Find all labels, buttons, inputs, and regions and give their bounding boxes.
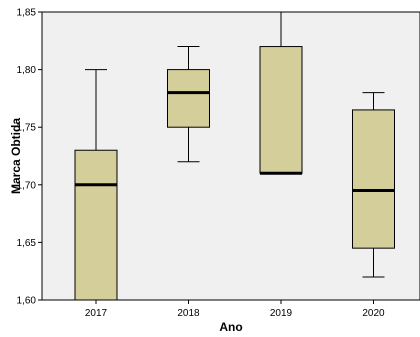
box-iqr (352, 109, 395, 249)
y-axis-title: Marca Obtida (9, 118, 23, 194)
y-tick-label: 1,75 (17, 123, 37, 134)
box-iqr (167, 69, 210, 128)
y-tick-label: 1,65 (17, 238, 37, 249)
boxes-group (74, 11, 395, 301)
box-iqr (259, 46, 303, 174)
box-iqr (74, 149, 118, 301)
y-tick-label: 1,70 (17, 180, 37, 191)
x-tick-label: 2020 (362, 308, 385, 319)
x-tick-label: 2019 (270, 308, 293, 319)
x-tick-label: 2018 (177, 308, 200, 319)
y-tick-label: 1,85 (17, 8, 37, 19)
y-tick-label: 1,80 (17, 65, 37, 76)
y-axis-ticks: 1,60 1,65 1,70 1,75 1,80 1,85 (17, 8, 42, 307)
x-tick-label: 2017 (85, 308, 108, 319)
x-axis-title: Ano (219, 320, 242, 334)
x-axis-ticks: 2017 2018 2019 2020 (85, 300, 385, 319)
y-tick-label: 1,60 (17, 296, 37, 307)
